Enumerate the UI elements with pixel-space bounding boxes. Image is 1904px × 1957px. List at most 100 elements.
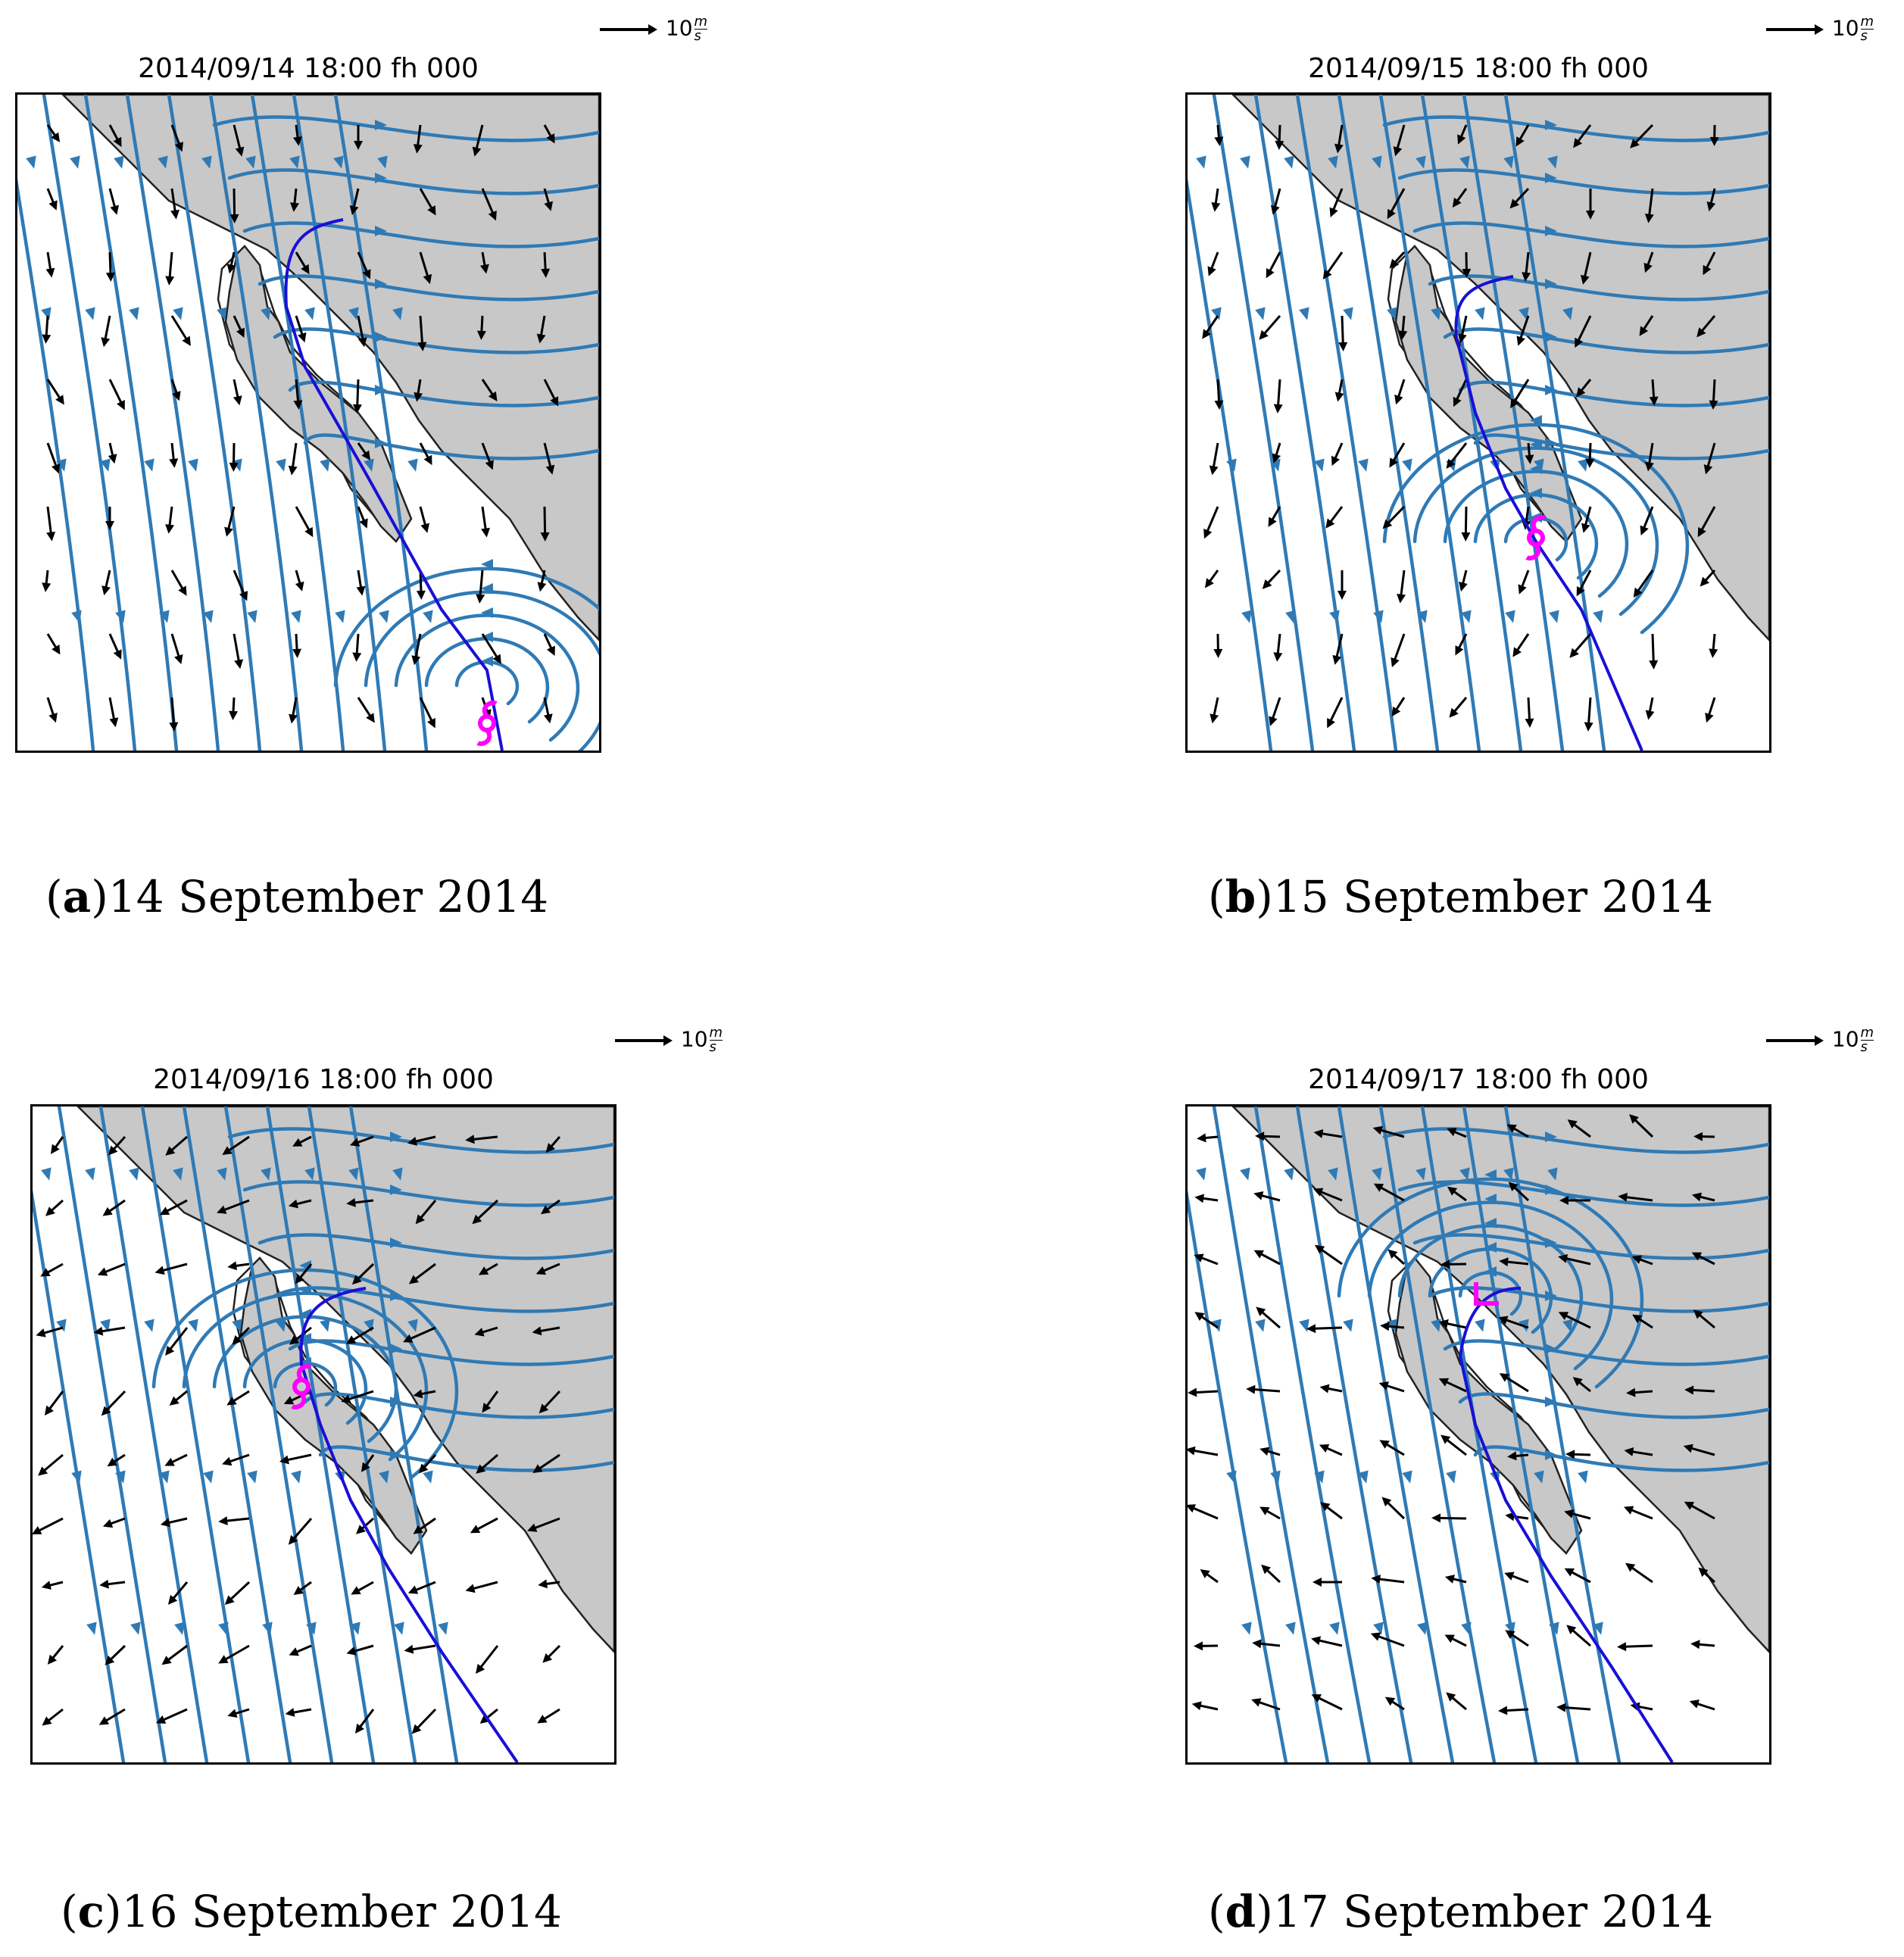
wind-vector-head bbox=[545, 1143, 556, 1153]
wind-vector-shaft bbox=[298, 1581, 312, 1592]
wind-vector-head bbox=[1556, 1703, 1566, 1712]
arrowhead-shape bbox=[1461, 1621, 1472, 1635]
streamline-arrowhead bbox=[173, 307, 183, 320]
caption-letter: d bbox=[1225, 1886, 1256, 1937]
wind-vector bbox=[1397, 570, 1406, 604]
wind-vector-shaft bbox=[480, 1453, 498, 1470]
scale-unit-denominator: s bbox=[694, 29, 708, 43]
wind-vector-head bbox=[1564, 1568, 1575, 1577]
hurricane-icon bbox=[1525, 515, 1547, 560]
wind-vector-head bbox=[420, 523, 430, 533]
wind-vector-shaft bbox=[108, 124, 120, 142]
wind-vector bbox=[1200, 1568, 1219, 1584]
arrowhead-shape bbox=[1545, 226, 1557, 236]
scale-value: 10 bbox=[1831, 15, 1859, 41]
wind-vector-shaft bbox=[1263, 315, 1281, 336]
wind-vector bbox=[1253, 1191, 1281, 1202]
wind-vector-shaft bbox=[419, 1200, 437, 1219]
wind-vector-head bbox=[222, 1146, 233, 1156]
wind-vector-shaft bbox=[357, 442, 367, 455]
wind-vector-shaft bbox=[46, 697, 55, 716]
wind-vector-head bbox=[1690, 1640, 1700, 1650]
wind-vector-head bbox=[97, 1267, 108, 1276]
wind-vector bbox=[1709, 124, 1719, 146]
hurricane-eye bbox=[478, 714, 496, 732]
wind-vector bbox=[217, 1199, 250, 1214]
wind-vector bbox=[1311, 1694, 1343, 1711]
streamline-arrowhead bbox=[217, 307, 227, 320]
storm-track bbox=[299, 1287, 519, 1762]
wind-vector bbox=[229, 442, 239, 472]
streamline bbox=[394, 613, 580, 742]
arrowhead-shape bbox=[1402, 1470, 1412, 1484]
arrowhead-shape bbox=[114, 155, 124, 169]
wind-vector bbox=[1319, 1384, 1343, 1394]
streamline-arrowhead bbox=[394, 1621, 404, 1635]
wind-vector-head bbox=[165, 276, 175, 286]
wind-vector-shaft bbox=[357, 1263, 375, 1281]
streamline-arrowhead bbox=[299, 1333, 311, 1344]
wind-vector-head bbox=[538, 1579, 548, 1589]
wind-vector-head bbox=[1251, 1698, 1262, 1707]
wind-vector-shaft bbox=[1385, 1384, 1405, 1393]
arrowhead-shape bbox=[481, 656, 493, 666]
streamline-arrowhead bbox=[375, 120, 387, 130]
streamline-arrowhead bbox=[261, 307, 271, 320]
streamline-arrowhead bbox=[375, 385, 387, 395]
wind-vector bbox=[1696, 315, 1716, 338]
wind-vector-shaft bbox=[1707, 697, 1716, 716]
wind-vector-head bbox=[1444, 1575, 1455, 1584]
wind-vector-shaft bbox=[414, 1135, 436, 1143]
wind-vector bbox=[1515, 124, 1530, 147]
wind-vector bbox=[408, 1263, 436, 1284]
wind-vector-shaft bbox=[543, 1390, 561, 1409]
wind-vector-shaft bbox=[1700, 506, 1716, 532]
wind-vector-shaft bbox=[357, 697, 372, 717]
wind-vector bbox=[1564, 1509, 1591, 1520]
wind-vector-shaft bbox=[233, 379, 239, 398]
streamline-arrowhead bbox=[86, 1621, 97, 1635]
wind-vector-shaft bbox=[1464, 506, 1468, 535]
wind-vector-shaft bbox=[47, 1708, 64, 1722]
wind-vector bbox=[1630, 123, 1654, 148]
wind-vector-shaft bbox=[1455, 379, 1468, 401]
map-panel-c bbox=[30, 1104, 616, 1765]
wind-vector-head bbox=[480, 264, 489, 274]
streamline-arrowhead bbox=[390, 1397, 402, 1407]
streamline-arrowhead bbox=[1211, 307, 1222, 320]
wind-vector-shaft bbox=[1392, 1253, 1406, 1266]
wind-vector bbox=[46, 442, 61, 474]
wind-vector-shaft bbox=[1386, 1501, 1406, 1520]
wind-vector-head bbox=[1334, 392, 1344, 402]
wind-vector bbox=[1275, 124, 1284, 150]
scale-arrow-icon bbox=[1766, 1035, 1824, 1046]
wind-vector-shaft bbox=[355, 633, 360, 655]
streamline bbox=[1473, 433, 1769, 460]
arrowhead-shape bbox=[1461, 610, 1472, 623]
wind-vector bbox=[543, 633, 555, 657]
wind-vector bbox=[1379, 1440, 1405, 1456]
wind-vector-head bbox=[413, 1525, 423, 1534]
wind-vector-shaft bbox=[1573, 633, 1592, 654]
scale-unit-numerator: m bbox=[709, 1025, 723, 1041]
wind-vector-head bbox=[1709, 136, 1719, 146]
streamline-arrowhead bbox=[1402, 458, 1412, 472]
wind-vector-shaft bbox=[1572, 1122, 1591, 1138]
streamline bbox=[1188, 1189, 1288, 1762]
wind-vector-head bbox=[414, 392, 423, 402]
streamline-arrowhead bbox=[1314, 1470, 1325, 1484]
wind-vector bbox=[288, 442, 298, 476]
wind-vector bbox=[411, 633, 422, 666]
hurricane-arm-lower bbox=[476, 729, 492, 746]
wind-vector-head bbox=[164, 1457, 175, 1466]
wind-vector bbox=[170, 315, 191, 346]
wind-vector-shaft bbox=[357, 1581, 374, 1592]
wind-vector bbox=[105, 251, 115, 282]
wind-vector-shaft bbox=[533, 1517, 560, 1530]
wind-vector bbox=[1246, 1384, 1281, 1394]
arrowhead-shape bbox=[375, 279, 387, 289]
arrowhead-shape bbox=[1484, 1242, 1497, 1253]
wind-vector-head bbox=[1253, 1250, 1264, 1259]
wind-vector bbox=[102, 1517, 126, 1528]
wind-vector bbox=[470, 1517, 498, 1534]
